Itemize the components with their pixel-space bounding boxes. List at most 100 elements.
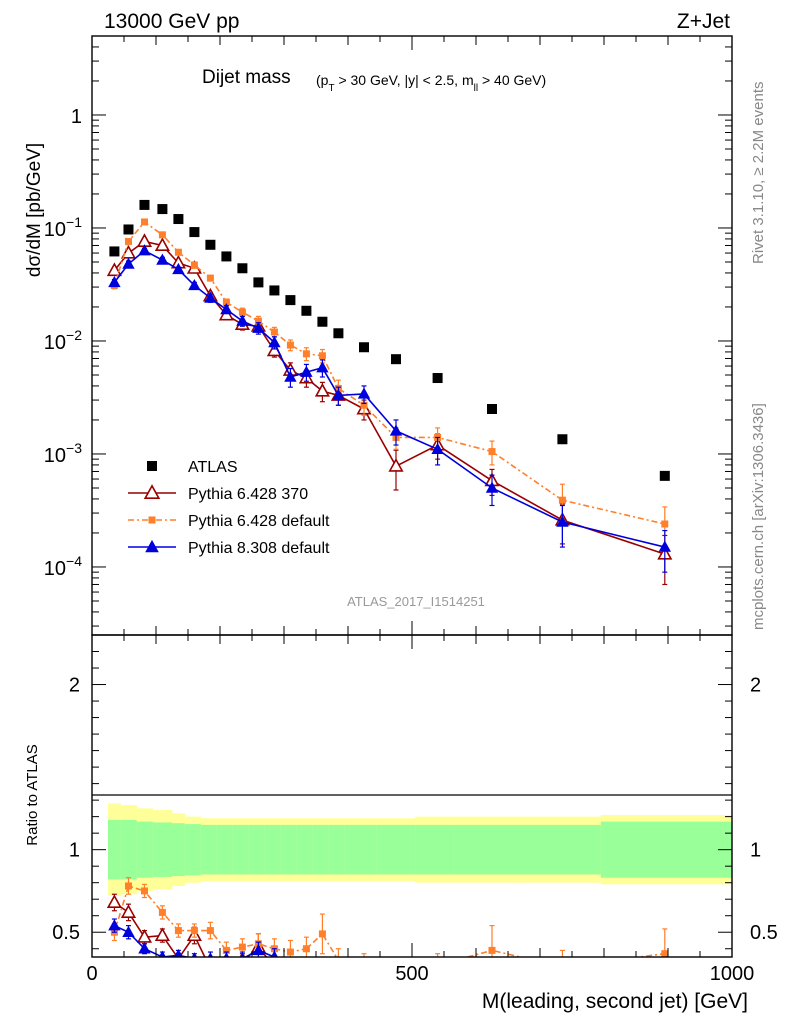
- ratio-point: [173, 948, 183, 957]
- uncertainty-band-inner: [200, 824, 218, 875]
- ratio-point: [106, 894, 122, 909]
- data-point: [558, 496, 566, 504]
- ratio-point: [204, 962, 216, 973]
- data-point: [432, 373, 443, 384]
- main-ytick-label: 10−2: [44, 327, 82, 354]
- data-point: [205, 239, 216, 250]
- data-point: [659, 470, 670, 481]
- ratio-point: [270, 950, 278, 957]
- uncertainty-band-inner: [296, 824, 314, 875]
- ratio-point: [191, 952, 198, 957]
- data-point: [388, 457, 404, 472]
- ratio-ytick-label-right: 0.5: [750, 922, 778, 944]
- legend-marker: [148, 516, 156, 524]
- data-point: [157, 204, 168, 215]
- plot-title: Dijet mass: [202, 67, 291, 88]
- data-point: [252, 321, 265, 333]
- ratio-frame: [91, 634, 733, 958]
- ratio-point: [207, 952, 214, 957]
- uncertainty-band-inner: [312, 824, 330, 875]
- ratio-point: [140, 887, 148, 895]
- ratio-point: [302, 945, 310, 953]
- uncertainty-band-inner: [184, 824, 202, 876]
- data-point: [556, 515, 569, 527]
- legend-label: Pythia 8.308 default: [188, 540, 330, 557]
- uncertainty-band-inner: [152, 822, 173, 877]
- ratio-point: [238, 943, 246, 951]
- analysis-label: ATLAS_2017_I1514251: [347, 594, 485, 609]
- data-point: [318, 352, 326, 360]
- uncertainty-band-inner: [172, 823, 186, 877]
- xtick-label: 500: [395, 963, 428, 985]
- legend-marker: [143, 484, 161, 499]
- data-point: [487, 404, 497, 415]
- data-point: [237, 263, 248, 274]
- data-point: [206, 274, 214, 282]
- ratio-point: [124, 882, 132, 890]
- ratio-point: [318, 930, 326, 938]
- ratio-point: [138, 942, 151, 954]
- uncertainty-band-inner: [453, 824, 525, 875]
- data-point: [270, 328, 278, 336]
- ratio-point: [434, 962, 441, 969]
- main-ytick-label: 10−4: [44, 553, 82, 580]
- data-point: [389, 424, 403, 436]
- data-point: [174, 248, 182, 256]
- uncertainty-band-inner: [328, 824, 346, 875]
- legend-marker: [147, 461, 157, 471]
- data-point: [109, 246, 120, 257]
- data-point: [285, 295, 296, 306]
- data-point: [284, 370, 297, 382]
- legend-label: Pythia 6.428 default: [188, 513, 330, 530]
- ratio-ytick-label-right: 2: [750, 675, 761, 697]
- uncertainty-band-inner: [108, 819, 122, 880]
- ratio-point: [222, 946, 230, 954]
- uncertainty-band-inner: [344, 824, 378, 875]
- ratio-point: [239, 952, 246, 957]
- uncertainty-band-inner: [376, 824, 416, 875]
- series-2: [110, 218, 669, 552]
- main-ylabel: dσ/dM [pb/GeV]: [24, 143, 45, 277]
- data-point: [557, 434, 568, 445]
- data-point: [124, 237, 132, 245]
- ratio-point: [220, 959, 232, 970]
- data-point: [221, 251, 232, 262]
- main-ytick-label: 10−1: [44, 214, 82, 241]
- data-point: [360, 401, 368, 409]
- data-point: [301, 305, 312, 316]
- ratio-point: [190, 927, 198, 935]
- data-point: [190, 261, 198, 269]
- ratio-point: [154, 927, 170, 942]
- ratio-point: [206, 927, 214, 935]
- data-point: [123, 224, 134, 235]
- data-point: [485, 481, 499, 493]
- legend: ATLAS Pythia 6.428 370 Pythia 6.428 defaul…: [128, 459, 330, 557]
- ratio-point: [661, 950, 669, 957]
- data-point: [108, 275, 121, 288]
- data-point: [332, 388, 345, 401]
- legend-label: ATLAS: [188, 459, 238, 476]
- series-0: [109, 199, 670, 481]
- data-point: [158, 231, 166, 239]
- ratio-ylabel: Ratio to ATLAS: [24, 744, 41, 845]
- x-axis-label: M(leading, second jet) [GeV]: [482, 990, 748, 1013]
- ratio-series-1: [110, 877, 669, 970]
- plot-subtitle: (pT > 30 GeV, |y| < 2.5, mll > 40 GeV): [316, 72, 546, 94]
- data-point: [106, 262, 122, 277]
- uncertainty-band-inner: [232, 824, 250, 875]
- ratio-ytick-label-left: 1: [69, 840, 80, 862]
- uncertainty-band-inner: [280, 824, 298, 875]
- energy-label: 13000 GeV pp: [104, 10, 239, 33]
- main-ytick-label: 1: [71, 106, 82, 128]
- ratio-point: [158, 950, 166, 957]
- ratio-ytick-label-left: 0.5: [52, 922, 80, 944]
- mcplots-label: mcplots.cern.ch [arXiv:1306.3436]: [750, 403, 767, 630]
- ratio-point: [108, 919, 121, 931]
- ratio-point: [559, 963, 566, 970]
- data-point: [156, 253, 169, 265]
- data-point: [359, 342, 369, 353]
- ratio-panel: 0.5 0.5 1 1 2 2 0 500 1000 Ratio to ATLAS M(lead…: [24, 634, 778, 1013]
- main-ytick-label: 10−3: [44, 440, 82, 467]
- uncertainty-band-inner: [136, 821, 154, 878]
- data-point: [661, 520, 669, 528]
